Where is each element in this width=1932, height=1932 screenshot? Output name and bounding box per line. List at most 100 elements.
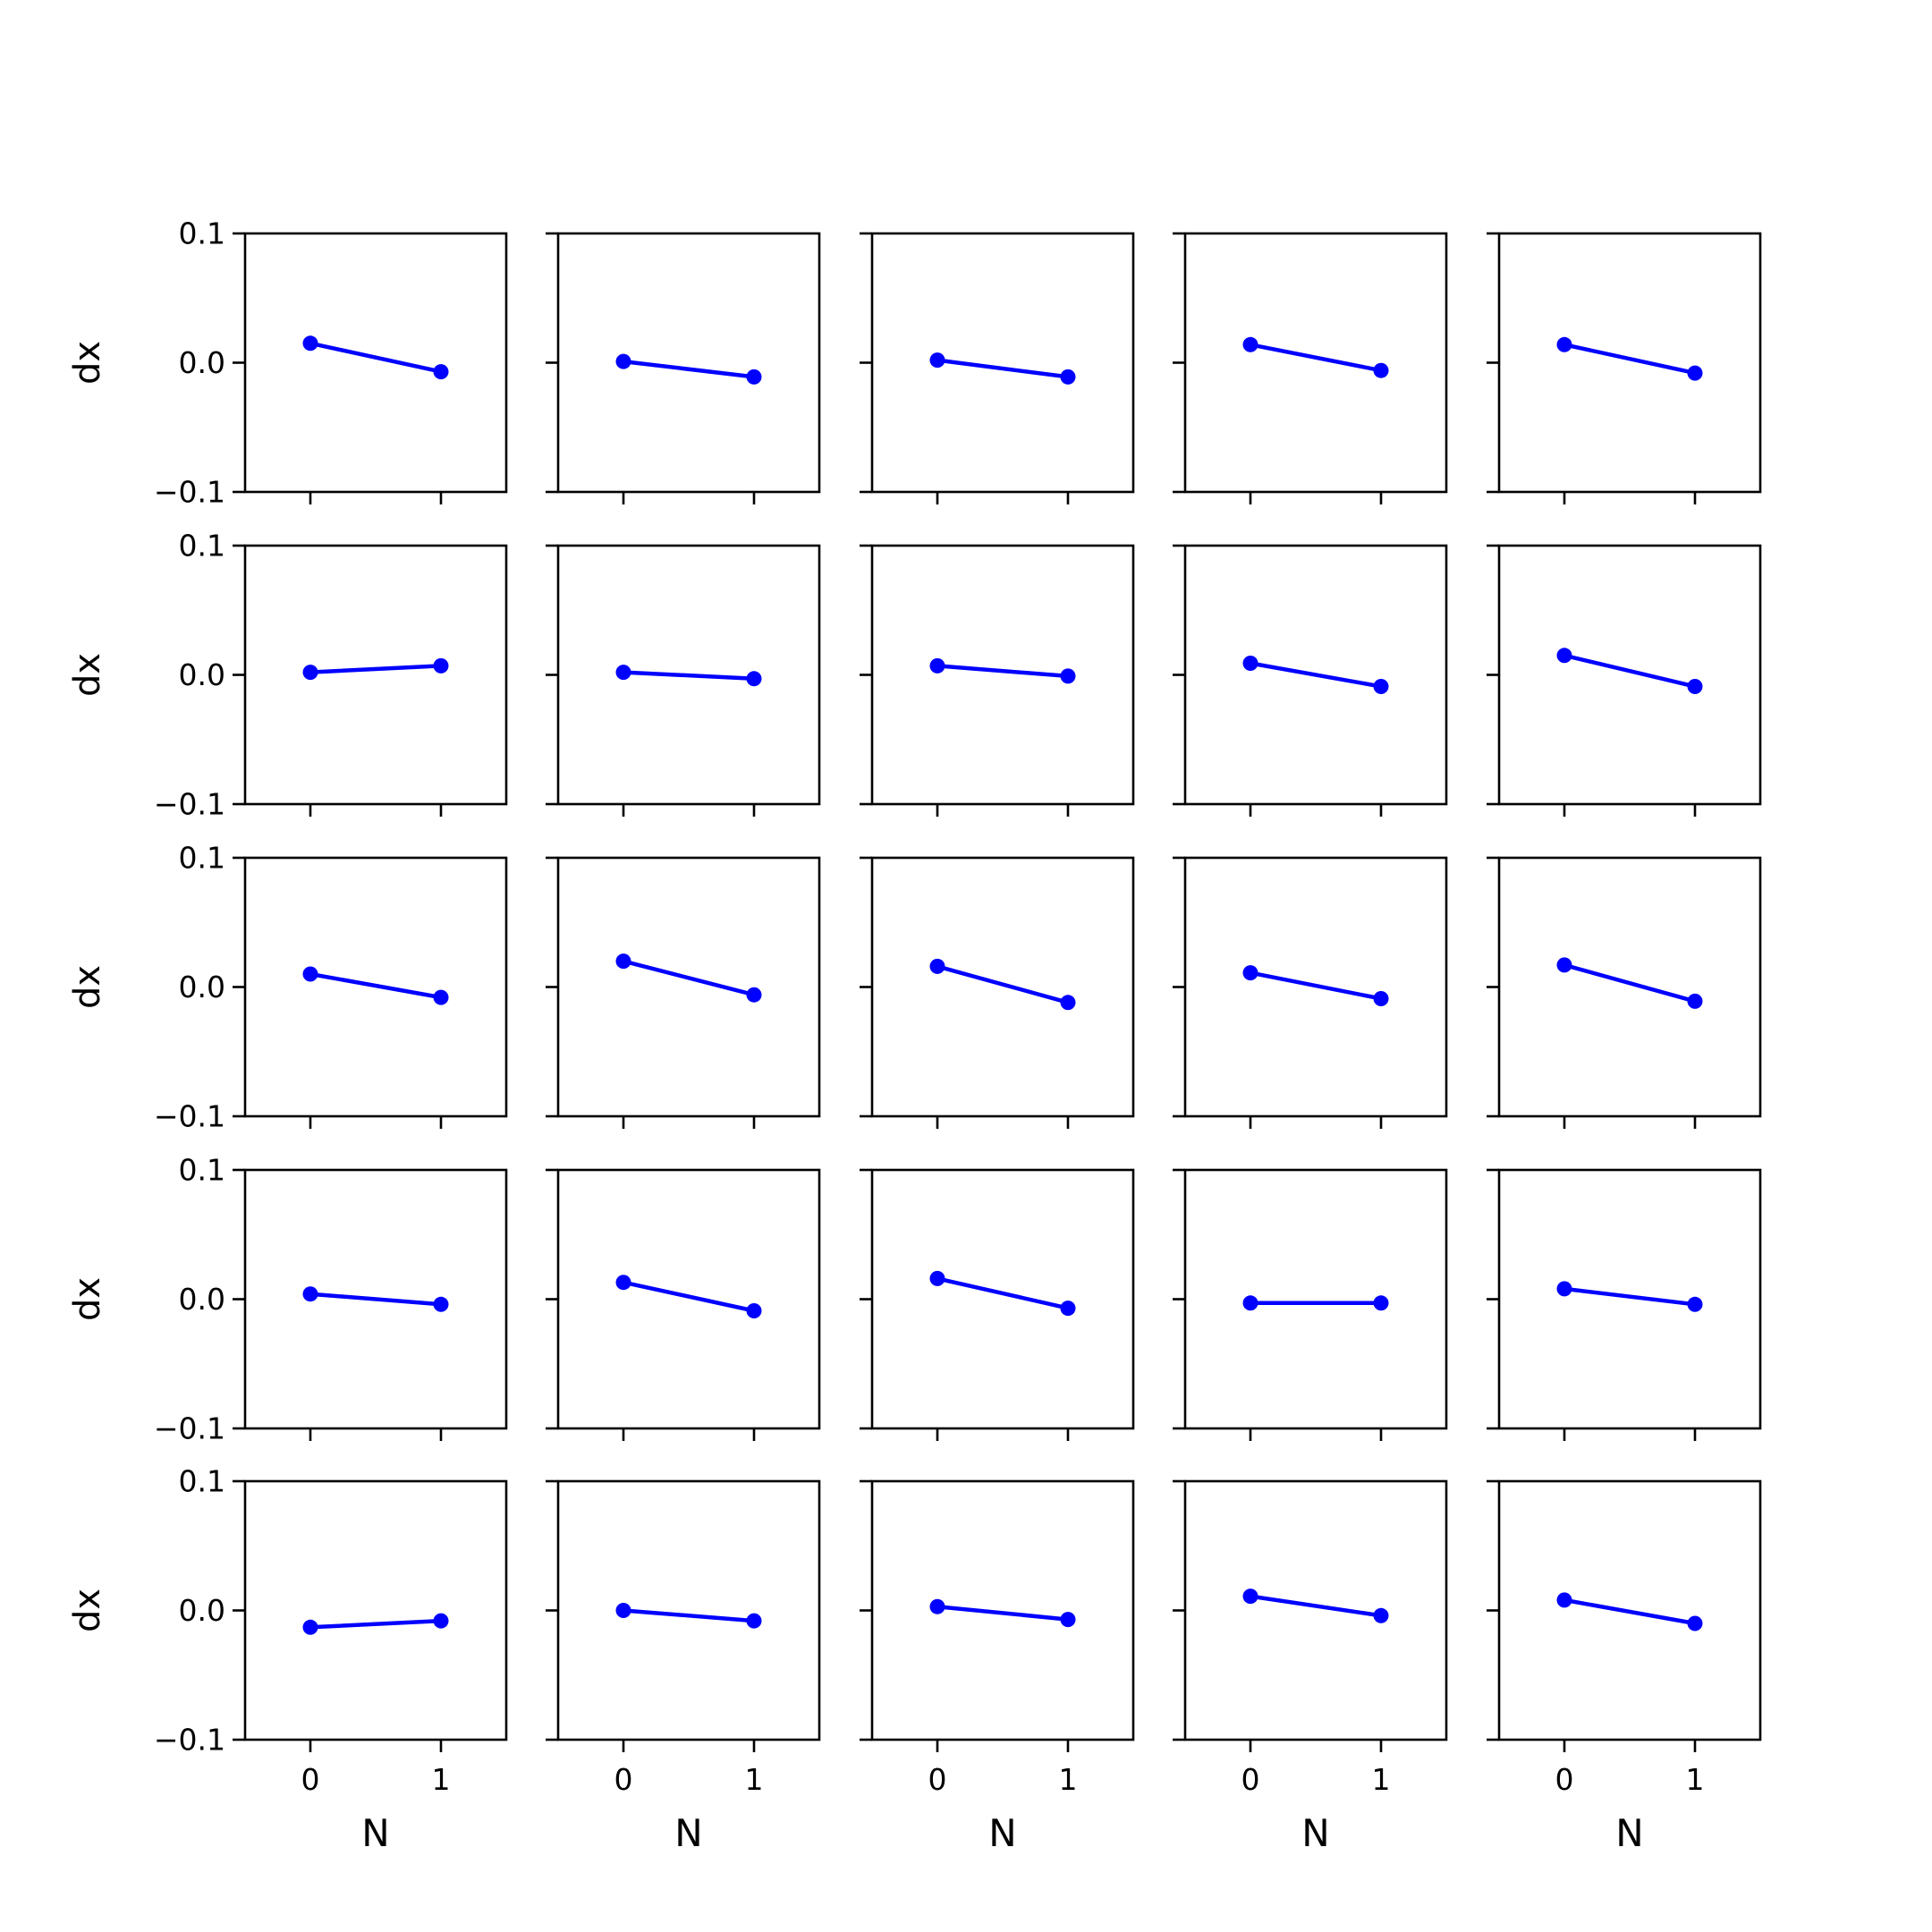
series-line bbox=[1562, 343, 1698, 376]
subplot-r3-c3 bbox=[1173, 1168, 1448, 1441]
data-point bbox=[302, 335, 318, 352]
data-point bbox=[433, 1613, 449, 1629]
series-line bbox=[621, 959, 757, 997]
subplot-r1-c1 bbox=[546, 544, 821, 817]
series-line bbox=[1248, 661, 1384, 689]
subplot-r4-c4: 0 1 N bbox=[1487, 1479, 1762, 1855]
series-line bbox=[621, 359, 757, 379]
series-line bbox=[621, 1608, 757, 1623]
subplot-r1-c2 bbox=[860, 544, 1135, 817]
y-tick-label: 0.0 bbox=[179, 1593, 225, 1628]
x-tick-label: 1 bbox=[745, 1762, 764, 1797]
data-point bbox=[929, 657, 945, 674]
subplot-r3-c0: −0.1 0.0 0.1 dx bbox=[67, 1153, 508, 1446]
data-point bbox=[1060, 1612, 1076, 1628]
subplot-r4-c0: −0.1 0.0 0.1 0 1 dx N bbox=[67, 1464, 508, 1855]
data-point bbox=[746, 671, 762, 687]
subplot-r2-c4 bbox=[1487, 856, 1762, 1129]
data-point bbox=[929, 352, 945, 369]
data-point bbox=[1687, 1615, 1703, 1631]
series-line bbox=[935, 964, 1071, 1005]
data-point bbox=[1060, 995, 1076, 1011]
x-tick-label: 1 bbox=[1686, 1762, 1705, 1797]
series-line bbox=[935, 1604, 1071, 1622]
series-line bbox=[308, 971, 444, 1000]
x-tick-label: 0 bbox=[614, 1762, 633, 1797]
data-point bbox=[1556, 648, 1572, 664]
series-line bbox=[308, 1292, 444, 1307]
y-axis-label: dx bbox=[67, 341, 108, 385]
series-line bbox=[1562, 653, 1698, 689]
data-point bbox=[615, 665, 631, 681]
x-tick-label: 1 bbox=[1059, 1762, 1078, 1797]
data-point bbox=[302, 1619, 318, 1635]
subplot-r4-c3: 0 1 N bbox=[1173, 1479, 1448, 1855]
subplot-r3-c1 bbox=[546, 1168, 821, 1441]
data-point bbox=[746, 1613, 762, 1629]
data-point bbox=[746, 987, 762, 1003]
x-axis-label: N bbox=[988, 1811, 1016, 1855]
series-line bbox=[1248, 343, 1384, 373]
series-line bbox=[935, 664, 1071, 679]
data-point bbox=[929, 1598, 945, 1614]
series-line bbox=[308, 341, 444, 374]
subplot-r2-c2 bbox=[860, 856, 1135, 1129]
data-point bbox=[433, 989, 449, 1005]
subplot-r1-c4 bbox=[1487, 544, 1762, 817]
series-line bbox=[1562, 1286, 1698, 1307]
subplot-r4-c2: 0 1 N bbox=[860, 1479, 1135, 1855]
x-tick-label: 1 bbox=[1372, 1762, 1391, 1797]
data-point bbox=[1556, 336, 1572, 352]
data-point bbox=[1373, 991, 1389, 1006]
x-tick-label: 0 bbox=[301, 1762, 320, 1797]
data-point bbox=[1242, 1295, 1258, 1311]
data-point bbox=[302, 665, 318, 681]
data-point bbox=[1373, 1607, 1389, 1623]
data-point bbox=[1242, 336, 1258, 352]
data-point bbox=[615, 1275, 631, 1291]
data-point bbox=[1060, 369, 1076, 385]
y-tick-label: −0.1 bbox=[154, 1723, 225, 1758]
y-tick-label: 0.0 bbox=[179, 970, 225, 1004]
data-point bbox=[433, 364, 449, 380]
x-axis-label: N bbox=[1301, 1811, 1329, 1855]
data-point bbox=[929, 958, 945, 974]
series-line bbox=[621, 670, 757, 682]
y-tick-label: 0.1 bbox=[179, 841, 225, 876]
data-point bbox=[615, 353, 631, 369]
y-axis-label: dx bbox=[67, 653, 108, 697]
x-tick-label: 1 bbox=[432, 1762, 451, 1797]
data-point bbox=[615, 953, 631, 970]
y-tick-label: −0.1 bbox=[154, 1411, 225, 1446]
y-tick-label: 0.0 bbox=[179, 345, 225, 380]
subplot-r0-c0: −0.1 0.0 0.1 dx bbox=[67, 216, 508, 510]
data-point bbox=[1242, 656, 1258, 671]
subplot-r2-c1 bbox=[546, 856, 821, 1129]
data-point bbox=[746, 1303, 762, 1318]
x-axis-label: N bbox=[361, 1811, 389, 1855]
data-point bbox=[1373, 362, 1389, 378]
subplot-r3-c2 bbox=[860, 1168, 1135, 1441]
data-point bbox=[929, 1270, 945, 1286]
subplot-r2-c3 bbox=[1173, 856, 1448, 1129]
data-point bbox=[615, 1603, 631, 1618]
subplot-r0-c4 bbox=[1487, 232, 1762, 504]
subplot-r0-c2 bbox=[860, 232, 1135, 504]
data-point bbox=[1242, 965, 1258, 981]
subplot-panels: −0.10.00.1dx−0.10.00.1dx−0.10.00.1dx−0.1… bbox=[67, 216, 1762, 1855]
x-axis-label: N bbox=[1615, 1811, 1643, 1855]
data-point bbox=[1687, 993, 1703, 1009]
series-line bbox=[308, 1618, 444, 1630]
data-point bbox=[1687, 1296, 1703, 1312]
data-point bbox=[1687, 365, 1703, 381]
series-line bbox=[621, 1280, 757, 1313]
x-tick-label: 0 bbox=[1555, 1762, 1574, 1797]
series-line bbox=[1248, 970, 1384, 1001]
y-tick-label: −0.1 bbox=[154, 1099, 225, 1134]
data-point bbox=[1373, 679, 1389, 694]
series-line bbox=[935, 358, 1071, 379]
series-line bbox=[308, 664, 444, 674]
series-line bbox=[1562, 1597, 1698, 1626]
